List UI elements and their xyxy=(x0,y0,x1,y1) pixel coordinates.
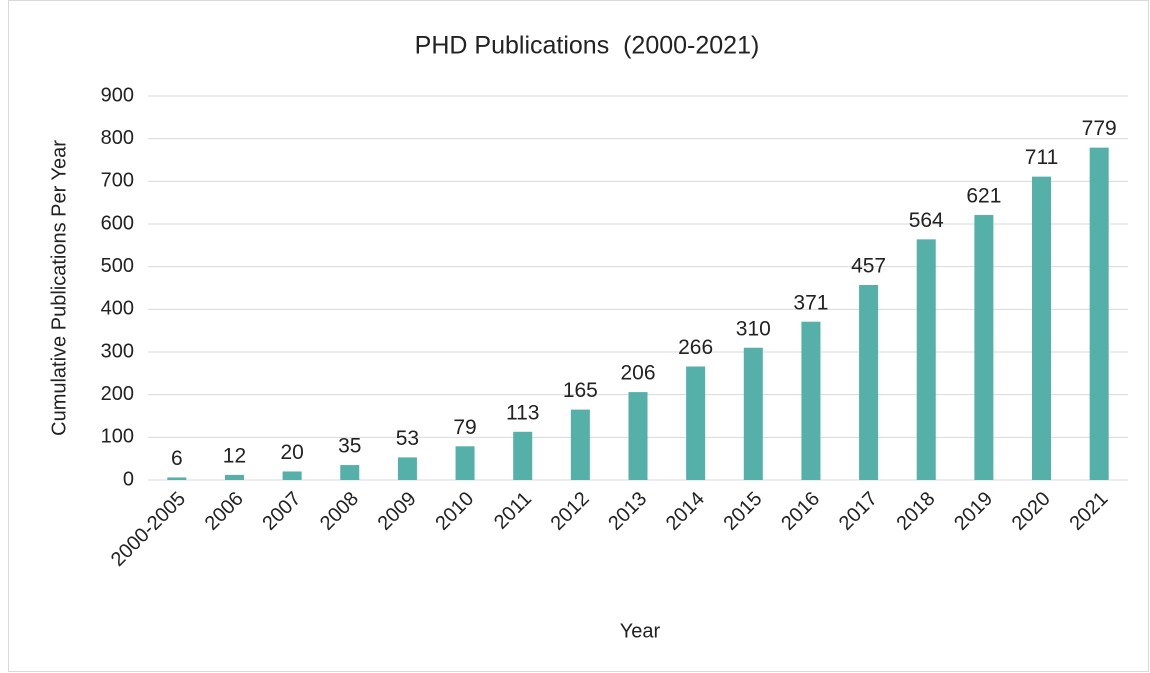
data-label: 113 xyxy=(506,401,539,424)
bar xyxy=(513,431,533,480)
y-tick-label: 0 xyxy=(123,468,134,490)
data-label: 20 xyxy=(280,441,303,464)
bar xyxy=(743,347,763,480)
bar xyxy=(1089,147,1109,481)
bar xyxy=(686,366,706,480)
chart-title: PHD Publications (2000-2021) xyxy=(415,32,760,60)
bar xyxy=(1032,176,1052,480)
data-label: 6 xyxy=(171,447,183,470)
data-label: 79 xyxy=(453,416,476,439)
bar xyxy=(455,446,475,480)
y-tick-label: 900 xyxy=(101,84,134,106)
bar xyxy=(397,457,417,480)
bar xyxy=(340,465,360,480)
y-tick-label: 400 xyxy=(101,298,134,320)
bar xyxy=(916,239,936,480)
data-label: 711 xyxy=(1025,146,1058,169)
data-label: 12 xyxy=(223,444,246,467)
data-label: 779 xyxy=(1082,117,1117,140)
y-tick-label: 800 xyxy=(101,127,134,149)
chart-border xyxy=(8,0,1149,672)
bar xyxy=(859,285,879,480)
bar xyxy=(167,477,187,480)
data-label: 53 xyxy=(396,427,419,450)
bar xyxy=(801,321,821,480)
data-label: 310 xyxy=(736,317,771,340)
data-label: 266 xyxy=(678,336,713,359)
bar xyxy=(282,471,302,480)
y-tick-label: 700 xyxy=(101,170,134,192)
bar xyxy=(570,409,590,480)
y-tick-label: 200 xyxy=(101,383,134,405)
y-tick-label: 100 xyxy=(101,426,134,448)
y-axis-label: Cumulative Publications Per Year xyxy=(48,140,70,436)
bar xyxy=(628,392,648,480)
data-label: 165 xyxy=(563,379,598,402)
bar xyxy=(974,215,994,481)
x-axis-label: Year xyxy=(620,620,661,642)
data-label: 35 xyxy=(338,435,361,458)
data-label: 371 xyxy=(793,291,828,314)
data-label: 457 xyxy=(851,255,886,278)
y-tick-label: 300 xyxy=(101,340,134,362)
data-label: 206 xyxy=(620,362,655,385)
data-label: 621 xyxy=(966,185,1001,208)
bar xyxy=(224,474,244,480)
y-tick-label: 500 xyxy=(101,255,134,277)
y-tick-label: 600 xyxy=(101,212,134,234)
data-label: 564 xyxy=(909,209,944,232)
